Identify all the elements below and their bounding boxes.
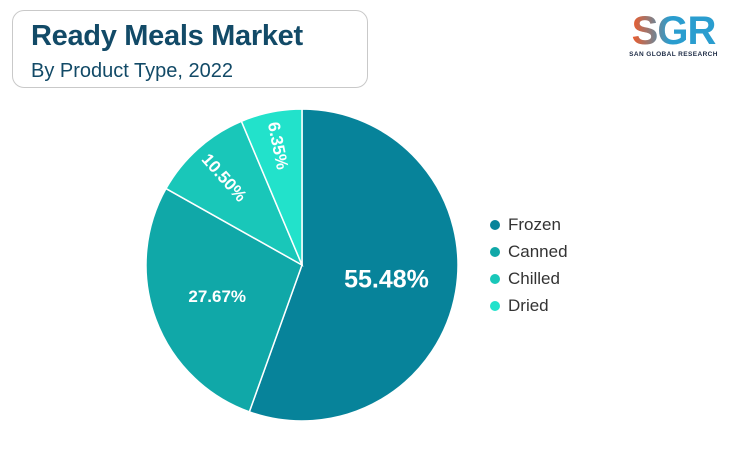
legend-item-frozen: Frozen: [490, 211, 568, 238]
legend-item-dried: Dried: [490, 292, 568, 319]
legend-swatch: [490, 219, 500, 230]
chart-legend: Frozen Canned Chilled Dried: [490, 211, 568, 319]
chart-subtitle: By Product Type, 2022: [31, 60, 233, 82]
pie-slice-canned: [145, 187, 303, 413]
pie-slice-dried: [240, 108, 303, 266]
legend-swatch: [490, 246, 500, 257]
sgr-logo-mark: SGR: [632, 10, 718, 50]
legend-item-canned: Canned: [490, 238, 568, 265]
pie-label-canned: 27.67%: [188, 287, 246, 306]
sgr-logo-tagline: SAN GLOBAL RESEARCH: [629, 51, 718, 58]
legend-swatch: [490, 300, 500, 311]
title-box: Ready Meals Market By Product Type, 2022: [12, 10, 368, 88]
legend-swatch: [490, 273, 500, 284]
legend-label: Frozen: [508, 214, 561, 234]
pie-slice-chilled: [164, 120, 304, 267]
pie-slices: [145, 108, 459, 422]
legend-label: Canned: [508, 241, 568, 261]
pie-label-frozen: 55.48%: [344, 266, 429, 294]
legend-item-chilled: Chilled: [490, 265, 568, 292]
sgr-logo-letters: SGR: [632, 10, 717, 50]
pie-slice-frozen: [248, 108, 459, 422]
legend-label: Dried: [508, 295, 549, 315]
chart-title: Ready Meals Market: [31, 20, 303, 52]
sgr-logo: SGR SAN GLOBAL RESEARCH: [626, 10, 721, 62]
legend-label: Chilled: [508, 268, 560, 288]
